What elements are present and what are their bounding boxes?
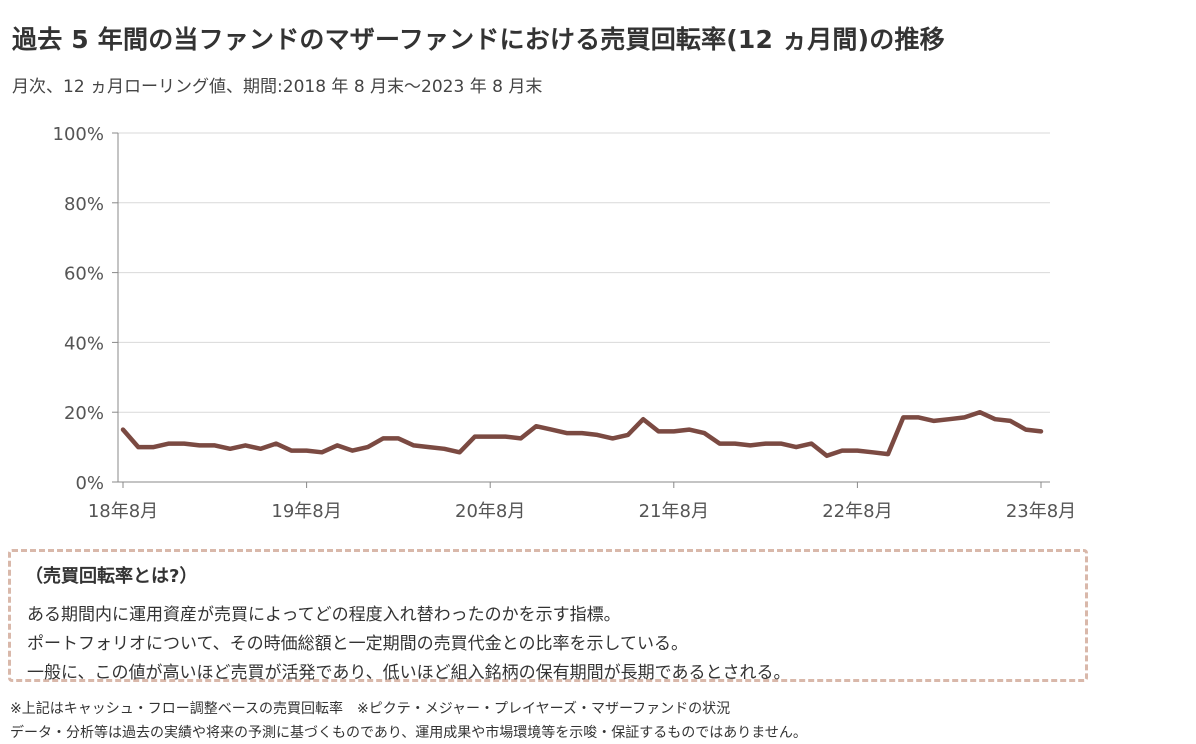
y-tick-labels: 0% 20% 40% 60% 80% 100% [53,124,104,494]
x-tick-label: 22年8月 [822,501,892,522]
definition-line-2: ポートフォリオについて、その時価総額と一定期間の売買代金との比率を示している。 [27,634,688,654]
x-tick-labels: 18年8月 19年8月 20年8月 21年8月 22年8月 23年8月 [88,501,1076,522]
chart-subtitle: 月次、12 ヵ月ローリング値、期間:2018 年 8 月末～2023 年 8 月… [12,77,543,97]
x-tick-label: 18年8月 [88,501,158,522]
page-title: 過去 5 年間の当ファンドのマザーファンドにおける売買回転率(12 ヵ月間)の推… [12,25,945,54]
y-tick-label: 20% [64,403,104,424]
footnote-2: データ・分析等は過去の実績や将来の予測に基づくものであり、運用成果や市場環境等を… [10,725,807,741]
x-tick-label: 19年8月 [271,501,341,522]
y-tick-label: 100% [53,124,104,145]
x-tick-label: 23年8月 [1006,501,1076,522]
axes [112,132,1050,488]
definition-line-3: 一般に、この値が高いほど売買が活発であり、低いほど組入銘柄の保有期間が長期である… [27,663,791,683]
grid-lines [118,132,1050,413]
footnote-1: ※上記はキャッシュ・フロー調整ベースの売買回転率 ※ピクテ・メジャー・プレイヤー… [10,701,731,717]
y-tick-label: 40% [64,333,104,354]
x-tick-label: 20年8月 [455,501,525,522]
y-tick-label: 0% [75,473,104,494]
y-tick-label: 80% [64,194,104,215]
turnover-line-chart: 0% 20% 40% 60% 80% 100% 18年8月 19年8月 20年8月 21年8月 2… [53,124,1077,522]
series-layer [120,409,1044,459]
definition-line-1: ある期間内に運用資産が売買によってどの程度入れ替わったのかを示す指標。 [27,605,621,625]
turnover-series-line [120,409,1044,459]
x-tick-label: 21年8月 [639,501,709,522]
definition-box: （売買回転率とは?） ある期間内に運用資産が売買によってどの程度入れ替わったのか… [8,549,1088,683]
definition-heading: （売買回転率とは?） [25,566,198,587]
y-tick-label: 60% [64,264,104,285]
